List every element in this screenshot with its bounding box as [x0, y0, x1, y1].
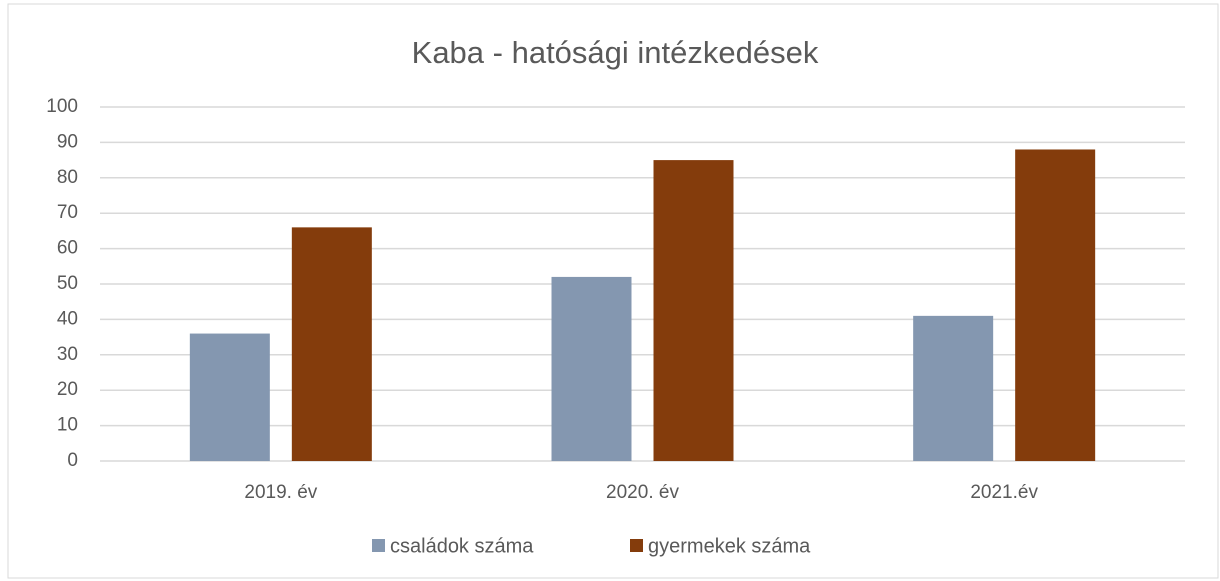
y-tick-label: 90: [57, 131, 78, 152]
chart-title: Kaba - hatósági intézkedések: [412, 35, 819, 70]
bar: [913, 315, 994, 461]
legend-label: családok száma: [390, 535, 534, 557]
bar: [551, 276, 632, 461]
bar: [189, 333, 270, 461]
y-tick-label: 40: [57, 308, 78, 329]
legend-swatch: [630, 539, 643, 552]
legend-label: gyermekek száma: [648, 535, 811, 557]
bar: [1015, 149, 1096, 462]
legend-swatch: [372, 539, 385, 552]
bar: [291, 227, 372, 461]
y-tick-label: 80: [57, 167, 78, 188]
y-tick-label: 30: [57, 344, 78, 365]
x-tick-label: 2019. év: [244, 482, 317, 503]
x-tick-label: 2020. év: [606, 482, 679, 503]
y-tick-label: 60: [57, 238, 78, 259]
y-tick-label: 70: [57, 202, 78, 223]
y-tick-label: 20: [57, 379, 78, 400]
y-tick-label: 0: [67, 450, 78, 471]
y-tick-label: 100: [46, 96, 78, 117]
y-tick-label: 50: [57, 273, 78, 294]
y-tick-label: 10: [57, 415, 78, 436]
x-tick-label: 2021.év: [970, 482, 1038, 503]
bar: [653, 160, 734, 461]
